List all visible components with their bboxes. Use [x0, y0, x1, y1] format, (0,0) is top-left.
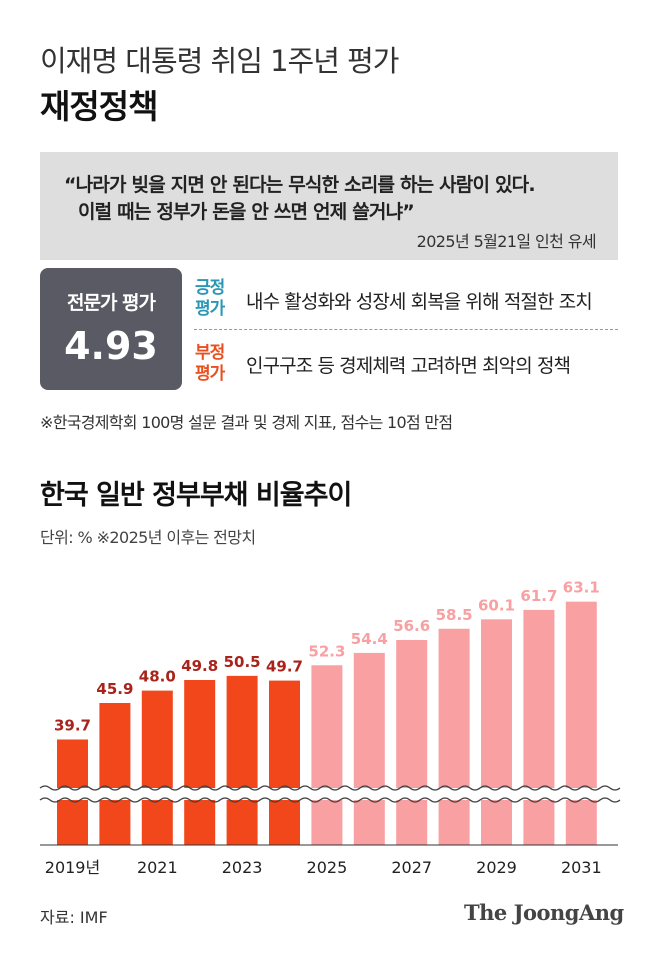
- expert-score-label: 전문가 평가: [40, 288, 182, 315]
- bar-2022: [184, 680, 215, 845]
- x-tick-label-2031: 2031: [561, 858, 602, 877]
- bar-2024: [269, 681, 300, 845]
- negative-evaluation-text: 인구구조 등 경제체력 고려하면 최악의 정책: [246, 351, 570, 378]
- page-supertitle: 이재명 대통령 취임 1주년 평가: [40, 38, 398, 80]
- data-label-2029: 60.1: [478, 596, 515, 614]
- data-label-2021: 48.0: [139, 668, 176, 686]
- bar-2025: [311, 665, 342, 845]
- data-label-2027: 56.6: [393, 617, 430, 635]
- expert-score-value: 4.93: [40, 324, 182, 368]
- bar-2026: [354, 653, 385, 845]
- bar-2031: [566, 602, 597, 845]
- x-tick-label-2019: 2019년: [45, 858, 100, 877]
- data-label-2024: 49.7: [266, 658, 303, 676]
- bar-2027: [396, 640, 427, 845]
- data-label-2031: 63.1: [563, 579, 600, 597]
- quote-box: “나라가 빚을 지면 안 된다는 무식한 소리를 하는 사람이 있다. 이럴 때…: [40, 152, 618, 260]
- bar-2021: [142, 691, 173, 845]
- bar-2030: [523, 610, 554, 845]
- page-title: 재정정책: [40, 80, 157, 128]
- negative-evaluation-tag: 부정 평가: [195, 343, 224, 385]
- data-label-2020: 45.9: [96, 680, 133, 698]
- data-label-2022: 49.8: [181, 657, 218, 675]
- positive-evaluation-text: 내수 활성화와 성장세 회복을 위해 적절한 조치: [246, 287, 592, 314]
- survey-footnote: ※한국경제학회 100명 설문 결과 및 경제 지표, 점수는 10점 만점: [40, 409, 452, 433]
- data-label-2028: 58.5: [436, 606, 473, 624]
- debt-ratio-chart: 39.7 45.9 48.0 49.8 50.5 49.7 52.3 54.4 56.6 58.5…: [0, 560, 658, 880]
- evaluation-divider: [194, 329, 618, 330]
- data-label-2019: 39.7: [54, 717, 91, 735]
- data-label-2030: 61.7: [520, 587, 557, 605]
- positive-tag-line-2: 평가: [195, 299, 224, 320]
- chart-title: 한국 일반 정부부채 비율추이: [40, 473, 351, 512]
- negative-tag-line-1: 부정: [195, 343, 224, 364]
- x-tick-label-2023: 2023: [222, 858, 263, 877]
- bar-2023: [227, 676, 258, 845]
- data-label-2023: 50.5: [224, 653, 261, 671]
- x-tick-label-2029: 2029: [476, 858, 517, 877]
- quote-line-2: 이럴 때는 정부가 돈을 안 쓰면 언제 쓸거냐”: [78, 197, 414, 224]
- x-tick-label-2021: 2021: [137, 858, 178, 877]
- expert-score-box: 전문가 평가 4.93: [40, 268, 182, 390]
- negative-tag-line-2: 평가: [195, 364, 224, 385]
- positive-tag-line-1: 긍정: [195, 278, 224, 299]
- data-label-2026: 54.4: [351, 630, 388, 648]
- chart-unit-note: 단위: % ※2025년 이후는 전망치: [40, 524, 256, 548]
- brand-logo: The JoongAng: [464, 900, 624, 925]
- bar-2028: [439, 629, 470, 845]
- x-tick-label-2027: 2027: [391, 858, 432, 877]
- quote-line-1: “나라가 빚을 지면 안 된다는 무식한 소리를 하는 사람이 있다.: [64, 170, 535, 197]
- x-tick-label-2025: 2025: [307, 858, 348, 877]
- quote-source: 2025년 5월21일 인천 유세: [417, 228, 596, 252]
- bar-2029: [481, 619, 512, 845]
- data-label-2025: 52.3: [308, 642, 345, 660]
- data-source: 자료: IMF: [40, 904, 108, 928]
- bar-2020: [99, 703, 130, 845]
- positive-evaluation-tag: 긍정 평가: [195, 278, 224, 320]
